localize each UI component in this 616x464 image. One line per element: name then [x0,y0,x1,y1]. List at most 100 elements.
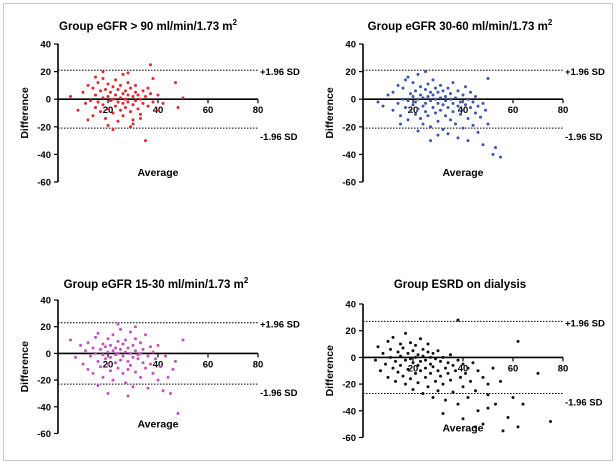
data-point [451,390,455,394]
data-point [411,349,415,353]
data-point [416,97,420,101]
data-point [486,77,490,80]
data-point [419,337,422,341]
data-point [94,335,97,339]
data-point [466,117,470,121]
data-point [156,343,160,347]
data-point [176,105,180,109]
data-point [404,382,407,386]
data-point [176,411,180,415]
data-point [124,97,127,101]
data-point [451,110,455,114]
data-point [114,353,117,357]
data-point [471,123,475,127]
data-point [396,83,400,87]
data-point [114,346,117,350]
upper-limit-label: +1.96 SD [565,318,605,329]
data-point [424,358,427,362]
data-point [464,103,467,107]
x-axis-label: Average [137,167,178,179]
data-point [131,103,135,107]
data-point [461,126,465,130]
data-point [536,371,540,375]
data-point [106,362,110,366]
data-point [414,112,417,116]
data-point [379,369,382,373]
data-point [494,402,497,406]
data-point [139,341,142,345]
data-point [426,385,430,389]
data-point [481,101,485,105]
data-point [434,97,437,101]
data-point [169,391,172,395]
y-tick-label: -60 [342,178,356,189]
data-point [466,97,470,101]
y-tick-label: -40 [37,402,51,413]
data-point [139,117,142,121]
data-point [466,395,470,399]
data-point [134,370,137,374]
data-point [74,355,77,359]
data-point [424,110,427,114]
data-point [481,375,485,379]
x-tick-label: 80 [558,105,569,116]
data-point [124,350,127,354]
data-point [409,92,412,96]
data-point [481,422,485,426]
data-point [399,114,402,118]
data-point [439,374,442,378]
data-point [441,411,445,415]
data-point [109,369,112,373]
data-point [126,81,130,85]
data-point [134,349,137,353]
x-axis-label: Average [442,167,483,179]
x-tick-label: 20 [408,105,419,116]
data-point [94,93,97,97]
data-point [446,361,450,365]
data-point [404,331,407,335]
y-tick-label: -60 [342,433,356,444]
y-tick-label: 20 [40,67,51,78]
data-point [396,101,400,105]
data-point [494,146,497,149]
data-point [69,338,72,342]
data-point [174,81,177,85]
data-point [126,100,130,104]
data-point [394,379,397,383]
data-point [114,104,117,108]
data-point [154,357,157,361]
data-point [81,90,85,94]
data-point [401,346,405,350]
data-point [116,322,120,326]
data-point [454,122,457,126]
data-point [459,100,462,104]
x-tick-label: 20 [103,105,114,116]
data-point [144,366,147,370]
chart-panel-4: Group ESRD on dialysis 40 20 0 -20 -40 -60 20 40… [324,279,605,444]
data-point [456,318,460,322]
figure-frame [3,3,613,461]
data-point [111,333,115,337]
data-point [401,86,405,90]
data-point [136,357,140,361]
data-point [131,355,135,359]
data-point [101,103,105,107]
chart-title: Group ESRD on dialysis [394,279,526,291]
data-point [106,94,110,98]
data-point [469,105,472,109]
data-point [436,90,440,94]
data-point [454,96,457,100]
data-point [376,345,380,349]
data-point [96,81,100,85]
data-point [444,114,447,118]
data-point [114,93,117,97]
x-axis-label: Average [137,419,178,431]
y-tick-label: -40 [342,150,356,161]
data-point [134,99,137,103]
title-superscript: 2 [244,276,249,285]
data-point [441,355,445,359]
data-point [464,85,467,89]
data-point [386,339,390,343]
data-point [126,346,130,350]
